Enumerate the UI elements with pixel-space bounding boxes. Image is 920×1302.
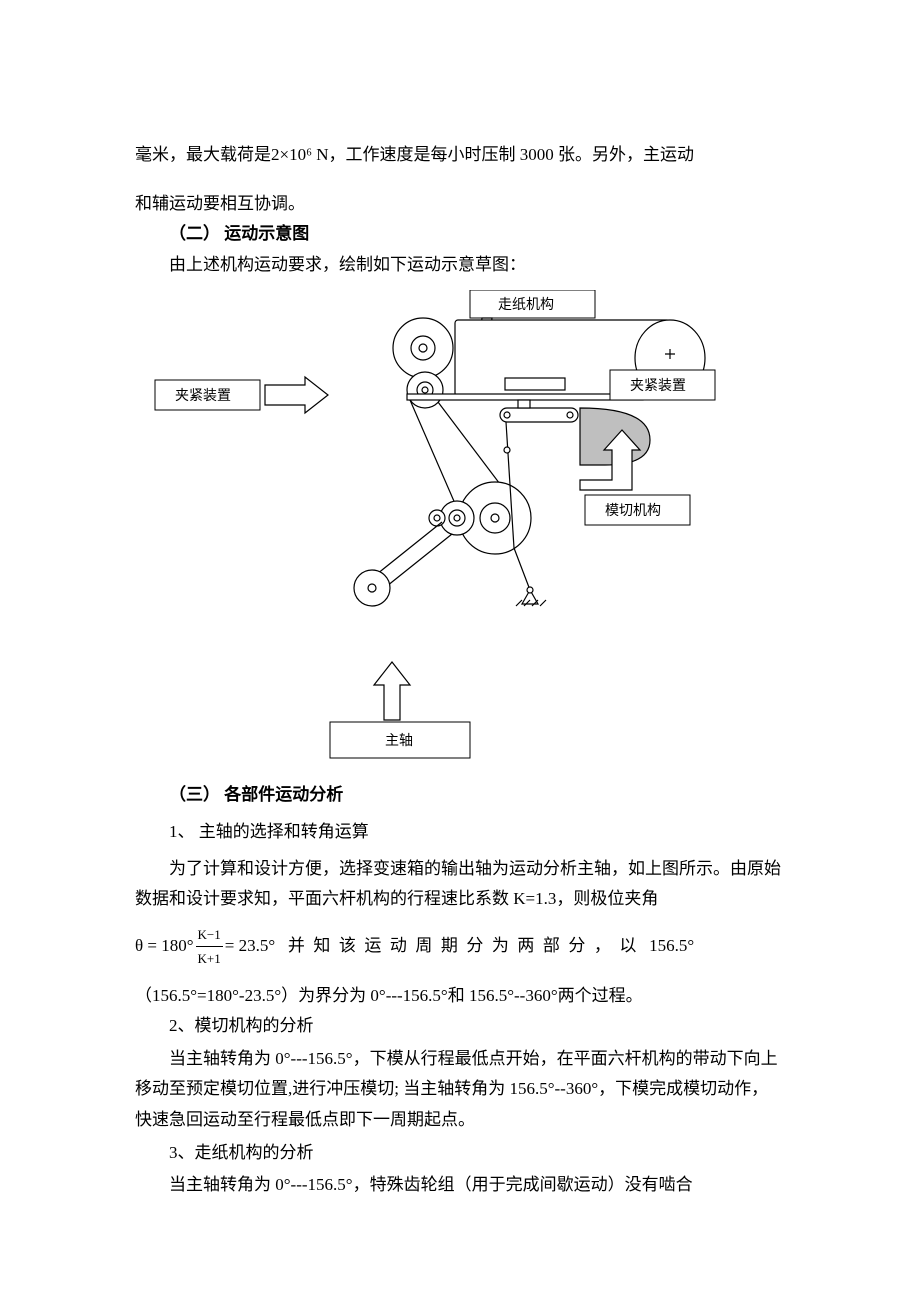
label-clamp-right: 夹紧装置 [630, 378, 686, 394]
section-3-title: （三） 各部件运动分析 [135, 780, 785, 811]
formula-right: = 23.5° [225, 936, 275, 955]
frac-den: K+1 [196, 947, 223, 970]
item-1: 1、 主轴的选择和转角运算 [135, 817, 785, 848]
frac-num: K−1 [196, 923, 223, 947]
section-2-intro: 由上述机构运动要求，绘制如下运动示意草图： [135, 250, 785, 281]
formula-tail-spaced: 并知该运动周期分为两部分，以 [288, 936, 645, 955]
text-opening-1: 毫米，最大载荷是 [135, 145, 271, 164]
formula-tail-end: 156.5° [645, 936, 694, 955]
section-2-title: （二） 运动示意图 [135, 219, 785, 250]
item-2: 2、模切机构的分析 [135, 1011, 785, 1042]
paragraph-3-2: （156.5°=180°-23.5°）为界分为 0°---156.5°和 156… [135, 981, 785, 1012]
paragraph-load: 毫米，最大载荷是2×10⁶ N，工作速度是每小时压制 3000 张。另外，主运动 [135, 140, 785, 171]
formula-load: 2×10⁶ N [271, 145, 329, 164]
formula-left: θ = 180° [135, 936, 194, 955]
paragraph-3-1: 为了计算和设计方便，选择变速箱的输出轴为运动分析主轴，如上图所示。由原始数据和设… [135, 854, 785, 915]
text-opening-2: ，工作速度是每小时压制 3000 张。另外，主运动 [329, 145, 695, 164]
paragraph-coord: 和辅运动要相互协调。 [135, 189, 785, 220]
item-3: 3、走纸机构的分析 [135, 1138, 785, 1169]
label-clamp-left: 夹紧装置 [175, 388, 231, 404]
formula-theta: θ = 180° K−1 K+1 = 23.5° 并知该运动周期分为两部分，以 … [135, 923, 785, 971]
label-spindle: 主轴 [385, 733, 413, 749]
diagram-kinematic: 走纸机构 夹紧装置 夹紧装置 [135, 290, 785, 770]
paragraph-3-3: 当主轴转角为 0°---156.5°，下模从行程最低点开始，在平面六杆机构的带动… [135, 1044, 785, 1136]
label-feed: 走纸机构 [498, 297, 554, 313]
label-cut: 模切机构 [605, 503, 661, 519]
paragraph-3-4: 当主轴转角为 0°---156.5°，特殊齿轮组（用于完成间歇运动）没有啮合 [135, 1170, 785, 1201]
